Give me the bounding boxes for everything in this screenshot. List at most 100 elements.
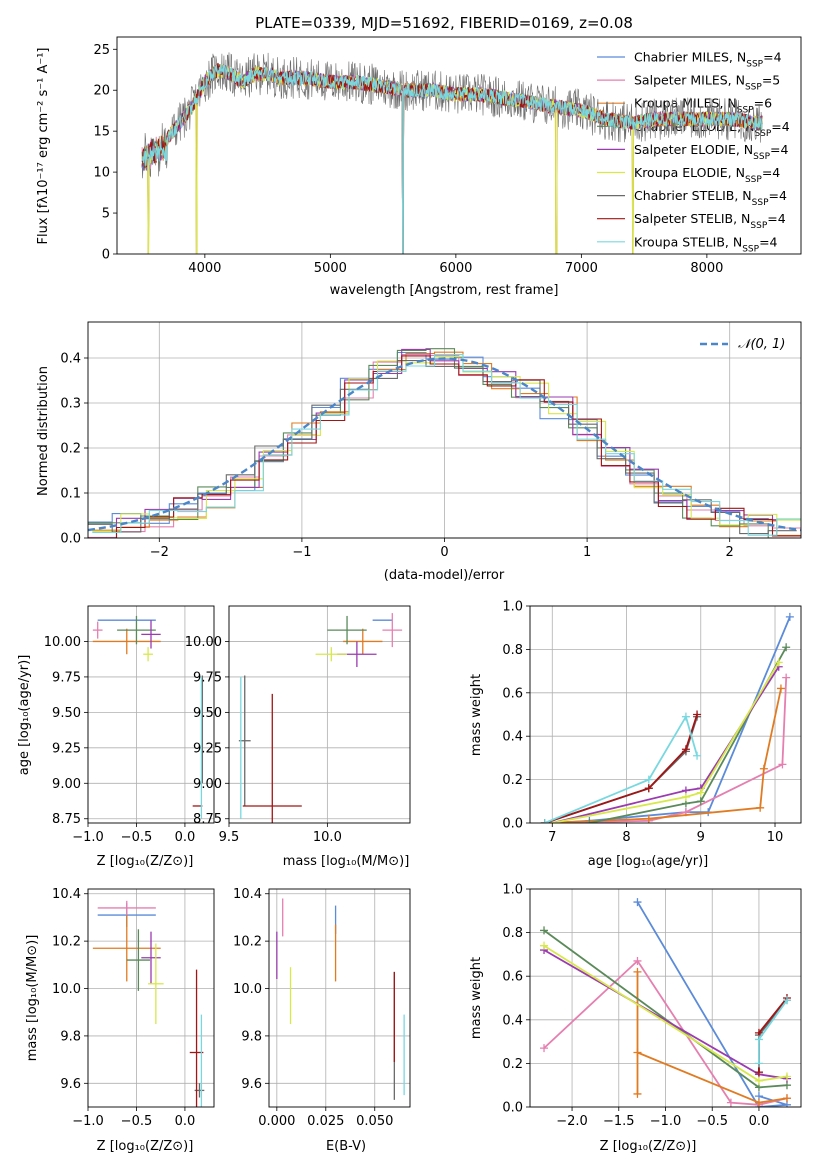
histogram-chabrier-stelib xyxy=(88,360,797,535)
x-tick-label: 0.0 xyxy=(175,1114,196,1129)
weight-marker-kroupa-miles xyxy=(633,1048,642,1057)
weight-marker-kroupa-elodie xyxy=(696,788,705,797)
legend-label-kroupa-elodie: Kroupa ELODIE, NSSP=4 xyxy=(634,165,780,185)
legend-label-chabrier-stelib: Chabrier STELIB, NSSP=4 xyxy=(634,188,787,208)
z-age-ylabel: age [log₁₀(age/yr)] xyxy=(17,655,32,776)
legend-label-salpeter-elodie: Salpeter ELODIE, NSSP=4 xyxy=(634,142,789,162)
axes-0: 4000 5000 6000 7000 8000 0 5 10 15 20 25 xyxy=(93,43,723,276)
x-tick-label: −1.0 xyxy=(650,1114,682,1129)
weight-marker-chabrier-elodie xyxy=(782,643,791,652)
normal-curve xyxy=(88,357,801,532)
y-tick-label: 0.6 xyxy=(502,970,523,985)
weight-marker-chabrier-elodie xyxy=(540,926,549,935)
histogram-kroupa-stelib xyxy=(92,354,801,536)
axes-frame-4 xyxy=(529,605,802,824)
x-tick-label: 8 xyxy=(622,830,630,845)
y-tick-label: 9.25 xyxy=(52,741,81,756)
weight-marker-chabrier-elodie xyxy=(585,819,594,823)
y-tick-label: 20 xyxy=(93,84,110,99)
z-mass-ylabel: mass [log₁₀(M/M⊙)] xyxy=(25,935,40,1062)
weight-marker-kroupa-elodie xyxy=(540,941,549,950)
z-weight-ylabel: mass weight xyxy=(469,957,484,1039)
y-tick-label: 9.75 xyxy=(52,670,81,685)
weight-marker-salpeter-stelib xyxy=(693,710,702,719)
weight-marker-kroupa-miles xyxy=(644,814,653,823)
axes-4: 7 8 9 10 0.0 0.2 0.4 0.6 0.8 1.0 xyxy=(502,600,801,845)
y-tick-label: 10.2 xyxy=(233,935,262,950)
weight-marker-salpeter-stelib xyxy=(644,784,653,793)
x-tick-label: 0.050 xyxy=(356,1114,393,1129)
weight-marker-kroupa-miles xyxy=(633,1089,642,1098)
weight-marker-salpeter-miles xyxy=(782,673,791,682)
axes-frame-2 xyxy=(87,605,215,824)
axes-5: −1.0 −0.5 0.0 9.6 9.8 10.0 10.2 10.4 xyxy=(52,887,214,1129)
weight-marker-kroupa-stelib xyxy=(782,996,791,1005)
weight-marker-kroupa-elodie xyxy=(754,1076,763,1085)
y-tick-label: 10.2 xyxy=(52,935,81,950)
histogram-xlabel: (data-model)/error xyxy=(384,568,505,583)
y-tick-label: 9.00 xyxy=(193,777,222,792)
x-tick-label: 8000 xyxy=(690,261,723,276)
weight-marker-salpeter-miles xyxy=(633,956,642,965)
y-tick-label: 0.3 xyxy=(60,397,81,412)
histogram-steps xyxy=(88,348,801,538)
x-tick-label: 1 xyxy=(583,545,591,560)
weight-marker-kroupa-elodie xyxy=(681,792,690,801)
y-tick-label: 9.6 xyxy=(60,1077,81,1092)
y-tick-label: 8.75 xyxy=(52,812,81,827)
errorbar-group-6 xyxy=(276,898,405,1100)
x-tick-label: 0.0 xyxy=(175,830,196,845)
x-tick-label: −0.5 xyxy=(121,830,153,845)
weight-marker-chabrier-miles xyxy=(633,898,642,907)
x-tick-label: 10 xyxy=(767,830,784,845)
axes-frame-5 xyxy=(87,888,215,1108)
x-tick-label: 4000 xyxy=(188,261,221,276)
axes-frame-6 xyxy=(268,888,411,1108)
spectrum-lines xyxy=(141,52,763,254)
residual-histogram-panel: (data-model)/error Normed distribution 𝒩… xyxy=(36,337,785,583)
y-tick-label: 5 xyxy=(102,207,110,222)
x-tick-label: 7000 xyxy=(565,261,598,276)
y-tick-label: 0.4 xyxy=(502,730,523,745)
errorbar-group-2 xyxy=(92,615,204,819)
x-tick-label: 0 xyxy=(440,545,448,560)
ebv-mass-xlabel: E(B-V) xyxy=(326,1139,366,1154)
x-tick-label: 5000 xyxy=(314,261,347,276)
x-tick-label: 2 xyxy=(726,545,734,560)
y-tick-label: 10.4 xyxy=(52,887,81,902)
x-tick-label: −2.0 xyxy=(556,1114,588,1129)
y-tick-label: 10.00 xyxy=(44,635,81,650)
x-tick-label: 9 xyxy=(697,830,705,845)
y-tick-label: 0.4 xyxy=(60,352,81,367)
spectrum-line-kroupa-stelib xyxy=(141,64,763,254)
weight-marker-kroupa-miles xyxy=(759,764,768,773)
x-tick-label: −0.5 xyxy=(121,1114,153,1129)
weight-marker-kroupa-stelib xyxy=(693,751,702,760)
z-weight-xlabel: Z [log₁₀(Z/Z⊙)] xyxy=(600,1139,697,1154)
x-tick-label: 0.025 xyxy=(307,1114,344,1129)
weight-marker-kroupa-miles xyxy=(776,684,785,693)
weight-marker-kroupa-stelib xyxy=(754,1035,763,1044)
x-tick-label: −0.5 xyxy=(696,1114,728,1129)
weight-marker-kroupa-miles xyxy=(633,967,642,976)
weight-marker-salpeter-stelib xyxy=(754,1068,763,1077)
weight-marker-chabrier-miles xyxy=(785,612,794,621)
spectrum-title: PLATE=0339, MJD=51692, FIBERID=0169, z=0… xyxy=(255,14,633,32)
y-tick-label: 25 xyxy=(93,43,110,58)
y-tick-label: 0.1 xyxy=(60,487,81,502)
x-tick-label: 0.000 xyxy=(258,1114,295,1129)
y-tick-label: 0.8 xyxy=(502,643,523,658)
y-tick-label: 0.2 xyxy=(502,773,523,788)
age-weight-ylabel: mass weight xyxy=(469,674,484,756)
weight-marker-salpeter-miles xyxy=(778,760,787,769)
y-tick-label: 0.2 xyxy=(60,442,81,457)
errorbar-group-5 xyxy=(92,900,205,1107)
y-tick-label: 9.25 xyxy=(193,741,222,756)
y-tick-label: 15 xyxy=(93,125,110,140)
axes-frame-3 xyxy=(228,605,411,824)
weight-line-kroupa-elodie xyxy=(552,661,780,823)
y-tick-label: 8.75 xyxy=(193,812,222,827)
y-tick-label: 9.50 xyxy=(52,706,81,721)
histogram-legend: 𝒩(0, 1) xyxy=(700,337,785,352)
mass-age-xlabel: mass [log₁₀(M/M⊙)] xyxy=(283,854,410,869)
